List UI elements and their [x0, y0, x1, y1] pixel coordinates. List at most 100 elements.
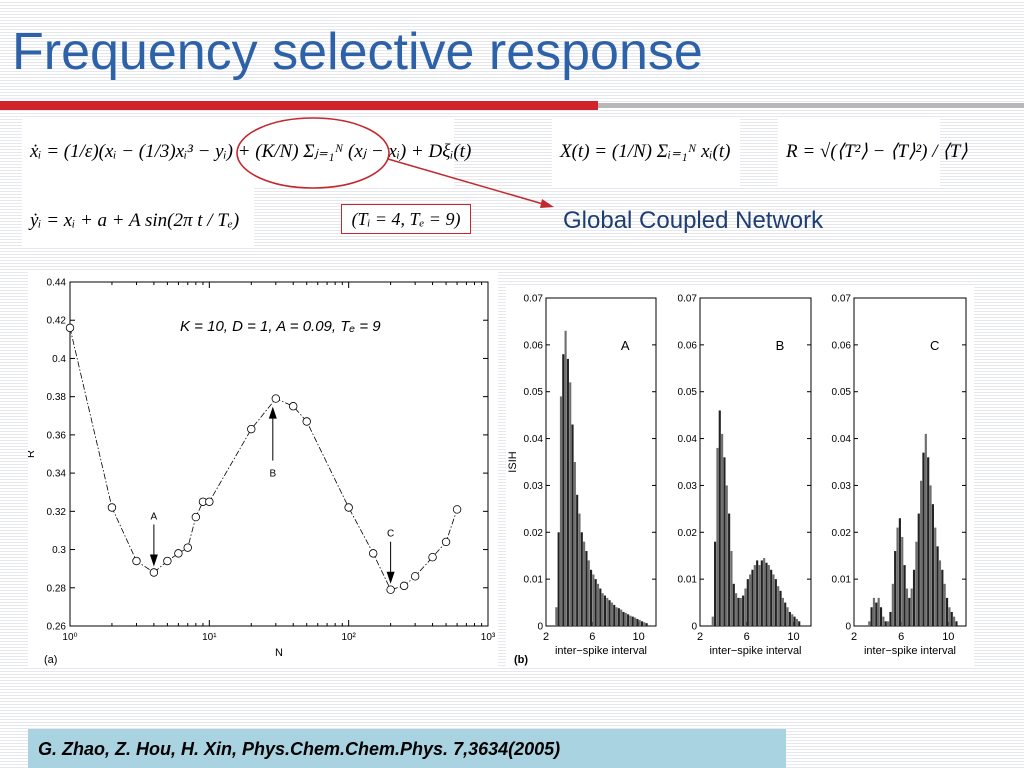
chart-b-bar: [711, 616, 714, 626]
chart-b-bar: [723, 457, 726, 626]
chart-b-bar: [622, 611, 625, 626]
chart-b-xlabel: inter−spike interval: [864, 645, 956, 657]
chart-a-point: [271, 394, 281, 403]
chart-b-bar: [638, 619, 641, 626]
chart-a-arrow-b-label: B: [269, 469, 276, 480]
equation-X-text: X(t) = (1/N) Σᵢ₌₁ᴺ xᵢ(t): [560, 141, 731, 162]
chart-b-bar: [608, 600, 611, 626]
chart-b-bar: [903, 565, 906, 626]
chart-b-subplot-label: C: [930, 338, 939, 353]
chart-a-point: [369, 549, 378, 558]
chart-b-bar: [770, 569, 773, 626]
chart-b-bar: [922, 452, 925, 626]
chart-b-bar: [948, 607, 951, 626]
title-rule-gray: [598, 103, 1024, 108]
chart-b-bar: [912, 569, 916, 626]
chart-b-bar: [613, 604, 616, 626]
chart-b-bar: [889, 611, 892, 626]
chart-b-bar: [915, 541, 918, 626]
chart-a-panel-label: (a): [44, 654, 57, 666]
chart-b-ylabel: ISIH: [507, 451, 519, 472]
chart-b-bar: [788, 611, 791, 626]
annotation-arrowhead: [540, 199, 554, 208]
chart-b-ytick-label: 0.03: [832, 481, 852, 492]
chart-b-bar: [569, 382, 572, 626]
chart-b-bar: [590, 569, 593, 626]
chart-a-arrow-head: [386, 571, 395, 584]
chart-a-ytick-label: 0.34: [47, 469, 67, 480]
chart-b-bar: [645, 623, 648, 626]
chart-b-bar: [753, 565, 756, 626]
chart-b-ytick-label: 0.06: [832, 340, 852, 351]
chart-a-point: [386, 585, 395, 594]
chart-b-bar: [879, 607, 883, 626]
citation-text: G. Zhao, Z. Hou, H. Xin, Phys.Chem.Chem.…: [38, 739, 561, 759]
chart-b-bar: [791, 614, 794, 626]
chart-b-ytick-label: 0.05: [678, 387, 698, 398]
chart-b-bar: [931, 504, 934, 626]
chart-b-bar: [870, 607, 873, 626]
chart-b-xtick-label: 10: [787, 631, 799, 643]
chart-b-bar: [742, 595, 745, 626]
chart-a-frame: [69, 281, 489, 627]
chart-a-ytick-label: 0.32: [47, 507, 67, 518]
chart-b-subplot-label: B: [776, 338, 785, 353]
title-rule-red: [0, 101, 598, 110]
chart-b-xlabel: inter−spike interval: [709, 645, 801, 657]
chart-b-bar: [784, 602, 787, 626]
chart-b-bar: [765, 562, 768, 626]
chart-b-ytick-label: 0.02: [832, 528, 852, 539]
chart-a-point: [302, 417, 311, 426]
chart-b-panel-label: (b): [514, 654, 528, 666]
parameter-box-text: (Tᵢ = 4, Tₑ = 9): [351, 208, 461, 229]
chart-b-bar: [576, 494, 579, 626]
chart-b-bar: [917, 513, 920, 626]
chart-b-bar: [901, 536, 904, 626]
chart-b-bar: [760, 560, 763, 626]
chart-b-bar: [643, 622, 646, 626]
chart-b-bar: [583, 541, 586, 626]
chart-a-xtick-label: 10³: [481, 632, 496, 643]
chart-b-ytick-label: 0.07: [832, 294, 852, 305]
chart-b-bar: [936, 546, 939, 626]
chart-a-ytick-label: 0.28: [47, 583, 67, 594]
equation-ydot: ẏᵢ = xᵢ + a + A sin(2π t / Tₑ): [22, 188, 254, 248]
chart-b-bar: [894, 551, 897, 626]
chart-a-arrow-label: C: [387, 529, 394, 540]
chart-b-ytick-label: 0.06: [678, 340, 698, 351]
chart-b-bar: [737, 597, 740, 626]
chart-b-bar: [868, 621, 871, 626]
chart-b-bar: [896, 527, 899, 626]
chart-b-ytick-label: 0.01: [832, 575, 852, 586]
chart-b-bar: [872, 597, 876, 626]
chart-b-bar: [934, 527, 937, 626]
chart-b-ytick-label: 0.07: [524, 294, 544, 305]
chart-b-bar: [887, 621, 890, 626]
chart-b-bar: [721, 433, 724, 626]
chart-b-ytick-label: 0: [537, 622, 543, 633]
chart-b-bar: [749, 574, 752, 626]
parameter-box: (Tᵢ = 4, Tₑ = 9): [341, 204, 471, 234]
chart-b-bar: [875, 602, 878, 626]
chart-a-ytick-label: 0.38: [47, 392, 67, 403]
chart-a-point: [65, 323, 75, 333]
chart-a-xlabel: N: [275, 647, 283, 659]
chart-a-point: [344, 503, 353, 512]
chart-b-ytick-label: 0.05: [524, 387, 544, 398]
chart-panel-b: ISIH (b) 0 0.01 0.02 0.03 0.04 0.05 0.06 0.07 2 6 10…: [506, 286, 974, 668]
chart-a-point: [247, 424, 256, 434]
equation-R-text: R = √(⟨T²⟩ − ⟨T⟩²) / ⟨T⟩: [786, 141, 968, 162]
chart-b-bar: [772, 574, 775, 626]
chart-a-arrow-head: [149, 554, 158, 567]
chart-b-bar: [728, 513, 731, 626]
chart-b-ytick-label: 0.02: [524, 528, 544, 539]
chart-b-ytick-label: 0: [845, 622, 851, 633]
chart-b-xtick-label: 2: [851, 631, 857, 643]
chart-b-bar: [725, 485, 728, 626]
chart-a-point: [183, 543, 192, 552]
chart-b-bar: [767, 565, 770, 626]
chart-a-ytick-label: 0.44: [47, 278, 67, 289]
chart-a-ytick-label: 0.3: [52, 545, 66, 556]
chart-a-ytick-label: 0.26: [47, 622, 67, 633]
slide-title: Frequency selective response: [12, 23, 703, 81]
